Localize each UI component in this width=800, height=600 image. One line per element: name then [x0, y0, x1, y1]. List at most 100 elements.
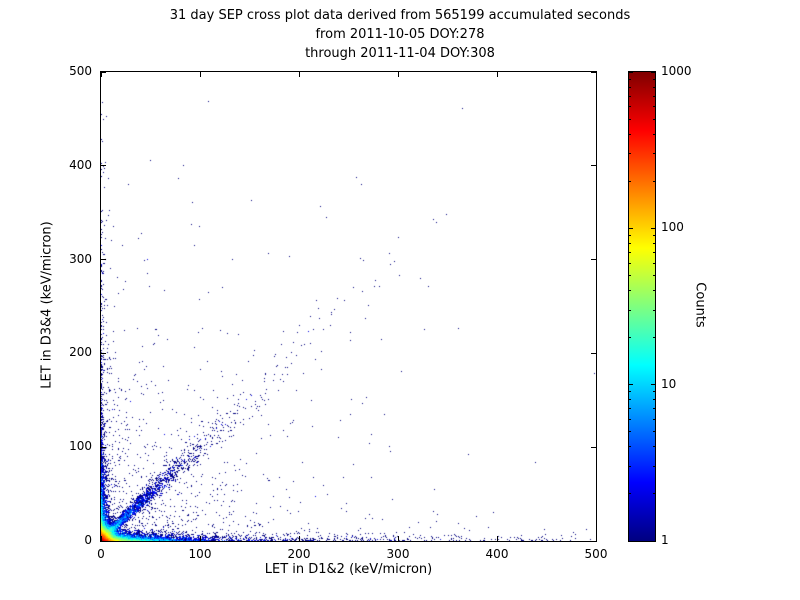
colorbar-minor-tick [653, 86, 655, 88]
y-tick-right [591, 446, 596, 448]
colorbar-minor-tick [653, 408, 655, 410]
x-tick-label: 300 [386, 547, 410, 561]
x-tick [100, 536, 102, 541]
colorbar-minor-tick [653, 290, 655, 292]
y-tick-right [591, 71, 596, 73]
colorbar-major-tick [651, 540, 655, 542]
x-tick-label: 200 [287, 547, 311, 561]
x-tick [496, 536, 498, 541]
colorbar-minor-tick [629, 337, 631, 339]
colorbar-minor-tick [653, 153, 655, 155]
x-tick-top [298, 72, 300, 77]
colorbar-minor-tick [653, 78, 655, 80]
y-axis-label: LET in D3&4 (keV/micron) [39, 221, 55, 389]
x-tick-top [496, 72, 498, 77]
colorbar-major-tick [651, 71, 655, 73]
colorbar-minor-tick [653, 262, 655, 264]
colorbar-minor-tick [653, 431, 655, 433]
y-tick-label: 400 [69, 157, 92, 172]
colorbar-minor-tick [653, 106, 655, 108]
x-tick [298, 536, 300, 541]
colorbar-major-tick [629, 384, 633, 386]
chart-title-line2: from 2011-10-05 DOY:278 [315, 27, 485, 42]
colorbar-minor-tick [653, 180, 655, 182]
x-axis-label: LET in D1&2 (keV/micron) [264, 562, 433, 577]
y-tick [101, 540, 106, 542]
colorbar-minor-tick [629, 391, 631, 393]
colorbar-tick-label: 100 [661, 220, 684, 235]
x-tick-top [100, 72, 102, 77]
colorbar-minor-tick [653, 418, 655, 420]
colorbar-minor-tick [653, 274, 655, 276]
colorbar-minor-tick [629, 252, 631, 254]
colorbar-minor-tick [653, 95, 655, 97]
colorbar-minor-tick [653, 493, 655, 495]
colorbar-tick-label: 1 [661, 533, 669, 547]
scatter-density-canvas [101, 72, 596, 541]
colorbar-minor-tick [629, 95, 631, 97]
colorbar-minor-tick [653, 252, 655, 254]
colorbar-minor-tick [629, 399, 631, 401]
y-tick-label: 100 [69, 439, 92, 454]
colorbar-minor-tick [629, 234, 631, 236]
x-tick-label: 0 [97, 547, 105, 561]
colorbar-minor-tick [653, 391, 655, 393]
y-tick [101, 165, 106, 167]
y-tick-right [591, 165, 596, 167]
y-tick [101, 71, 106, 73]
y-tick-right [591, 259, 596, 261]
colorbar-minor-tick [629, 78, 631, 80]
x-tick-label: 500 [584, 547, 608, 561]
colorbar-minor-tick [653, 399, 655, 401]
x-tick-top [595, 72, 597, 77]
colorbar-minor-tick [629, 180, 631, 182]
colorbar-tick-label: 1000 [661, 64, 692, 78]
colorbar-major-tick [629, 71, 633, 73]
colorbar-minor-tick [653, 446, 655, 448]
chart-title: 31 day SEP cross plot data derived from … [0, 6, 800, 63]
y-tick-label: 0 [84, 533, 92, 547]
colorbar-major-tick [629, 227, 633, 229]
y-tick [101, 446, 106, 448]
colorbar-minor-tick [629, 290, 631, 292]
chart-title-line1: 31 day SEP cross plot data derived from … [169, 8, 631, 23]
x-tick [595, 536, 597, 541]
colorbar-label: Counts [692, 282, 708, 328]
colorbar-major-tick [629, 540, 633, 542]
colorbar-minor-tick [653, 234, 655, 236]
colorbar-minor-tick [629, 86, 631, 88]
x-tick [397, 536, 399, 541]
colorbar-minor-tick [629, 133, 631, 135]
colorbar-minor-tick [629, 242, 631, 244]
y-tick-label: 300 [69, 251, 92, 266]
x-tick-top [397, 72, 399, 77]
y-tick-right [591, 540, 596, 542]
colorbar-minor-tick [653, 337, 655, 339]
colorbar-major-tick [651, 384, 655, 386]
colorbar-minor-tick [629, 106, 631, 108]
x-tick-label: 400 [485, 547, 509, 561]
x-tick-top [199, 72, 201, 77]
plot-frame [100, 71, 597, 542]
y-tick-right [591, 352, 596, 354]
chart-title-line3: through 2011-11-04 DOY:308 [305, 46, 495, 61]
colorbar-minor-tick [629, 418, 631, 420]
colorbar-minor-tick [629, 262, 631, 264]
colorbar-minor-tick [653, 133, 655, 135]
colorbar-minor-tick [629, 431, 631, 433]
y-tick [101, 259, 106, 261]
colorbar-minor-tick [629, 153, 631, 155]
y-tick-label: 500 [69, 64, 92, 78]
colorbar-minor-tick [653, 118, 655, 120]
colorbar-minor-tick [629, 446, 631, 448]
colorbar-minor-tick [629, 408, 631, 410]
colorbar-minor-tick [629, 465, 631, 467]
colorbar-major-tick [651, 227, 655, 229]
y-tick [101, 352, 106, 354]
colorbar-minor-tick [629, 493, 631, 495]
x-tick [199, 536, 201, 541]
colorbar-minor-tick [653, 465, 655, 467]
colorbar-minor-tick [629, 118, 631, 120]
colorbar-tick-label: 10 [661, 376, 677, 391]
